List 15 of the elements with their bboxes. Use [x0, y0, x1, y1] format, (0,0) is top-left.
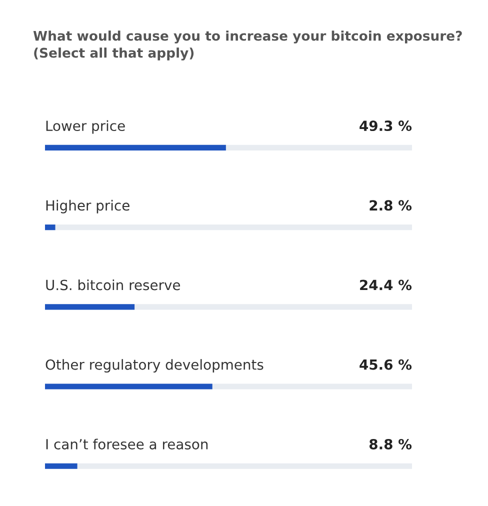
y-tick-label: I can’t foresee a reason	[46, 438, 208, 450]
bar	[45, 463, 78, 469]
bar	[45, 304, 135, 310]
data-label: 49.3 %	[360, 120, 412, 132]
chart-subtitle: (Select all that apply)	[34, 48, 194, 60]
y-tick-label: Higher price	[46, 200, 130, 214]
chart-title: What would cause you to increase your bitcoin exposure?	[33, 30, 462, 44]
data-label: 2.8 %	[370, 200, 412, 211]
y-tick-label: U.S. bitcoin reserve	[46, 280, 180, 290]
bar	[45, 224, 56, 230]
data-label: 45.6 %	[360, 359, 412, 370]
y-tick-label: Lower price	[46, 120, 125, 134]
data-label: 24.4 %	[360, 280, 412, 290]
y-tick-label: Other regulatory developments	[46, 359, 264, 373]
data-label: 8.8 %	[369, 438, 412, 450]
